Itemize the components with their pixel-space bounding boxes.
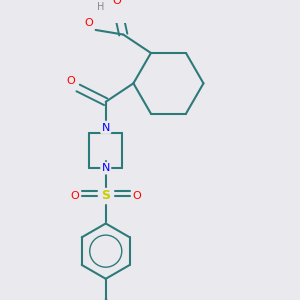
Text: H: H xyxy=(97,2,104,12)
Text: O: O xyxy=(133,191,142,201)
Text: N: N xyxy=(102,123,110,133)
Text: S: S xyxy=(101,189,110,202)
Text: O: O xyxy=(85,19,94,28)
Text: N: N xyxy=(102,163,110,173)
Text: O: O xyxy=(112,0,121,6)
Text: O: O xyxy=(70,191,79,201)
Text: O: O xyxy=(66,76,75,85)
